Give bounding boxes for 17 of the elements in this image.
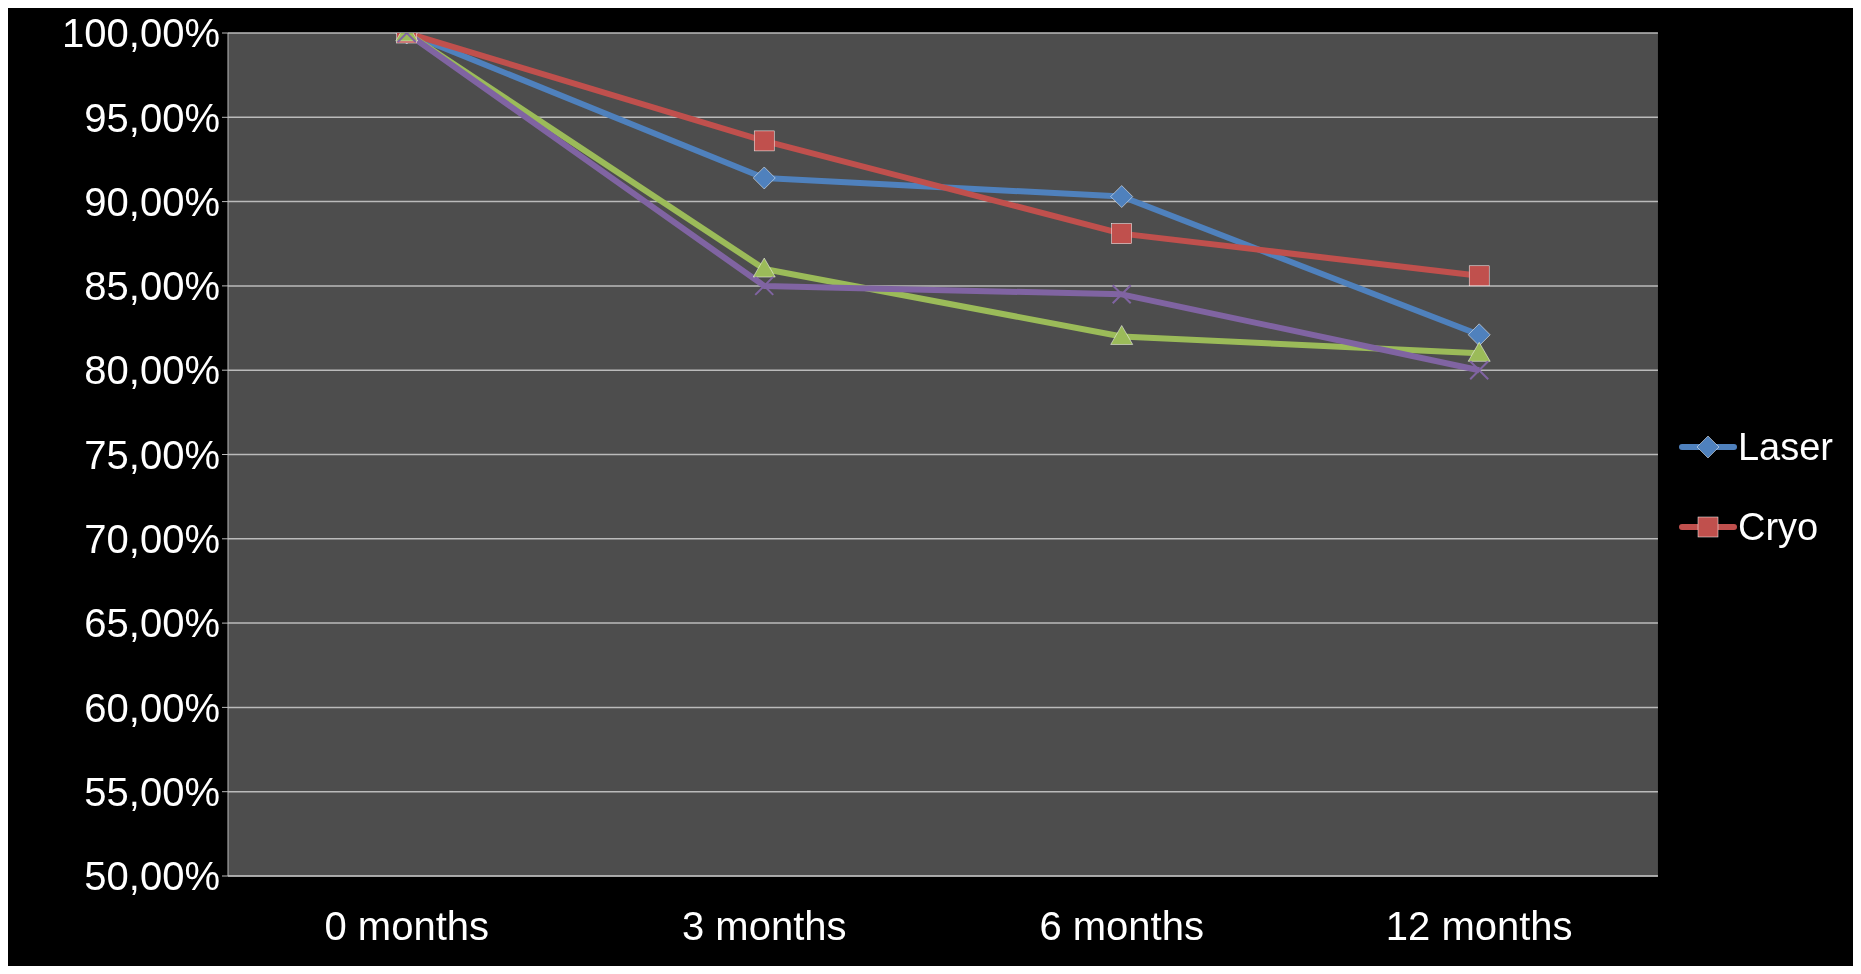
y-tick-label: 60,00% — [84, 685, 220, 730]
y-tick-label: 80,00% — [84, 348, 220, 393]
y-tick-label: 85,00% — [84, 264, 220, 309]
y-tick-label: 55,00% — [84, 769, 220, 814]
y-tick-label: 65,00% — [84, 601, 220, 646]
legend-label: Cryo — [1737, 505, 1819, 549]
x-tick-label: 3 months — [681, 904, 847, 949]
x-tick-label: 0 months — [324, 904, 490, 949]
y-tick-label: 75,00% — [84, 432, 220, 477]
y-tick-label: 95,00% — [84, 95, 220, 140]
x-tick-label: 6 months — [1039, 904, 1204, 949]
legend-label: Laser — [1737, 425, 1833, 469]
y-tick-label: 100,00% — [62, 11, 220, 56]
y-tick-label: 90,00% — [84, 179, 220, 224]
y-tick-label: 70,00% — [84, 517, 220, 561]
x-tick-label: 12 months — [1385, 904, 1573, 949]
y-tick-label: 50,00% — [84, 854, 220, 899]
